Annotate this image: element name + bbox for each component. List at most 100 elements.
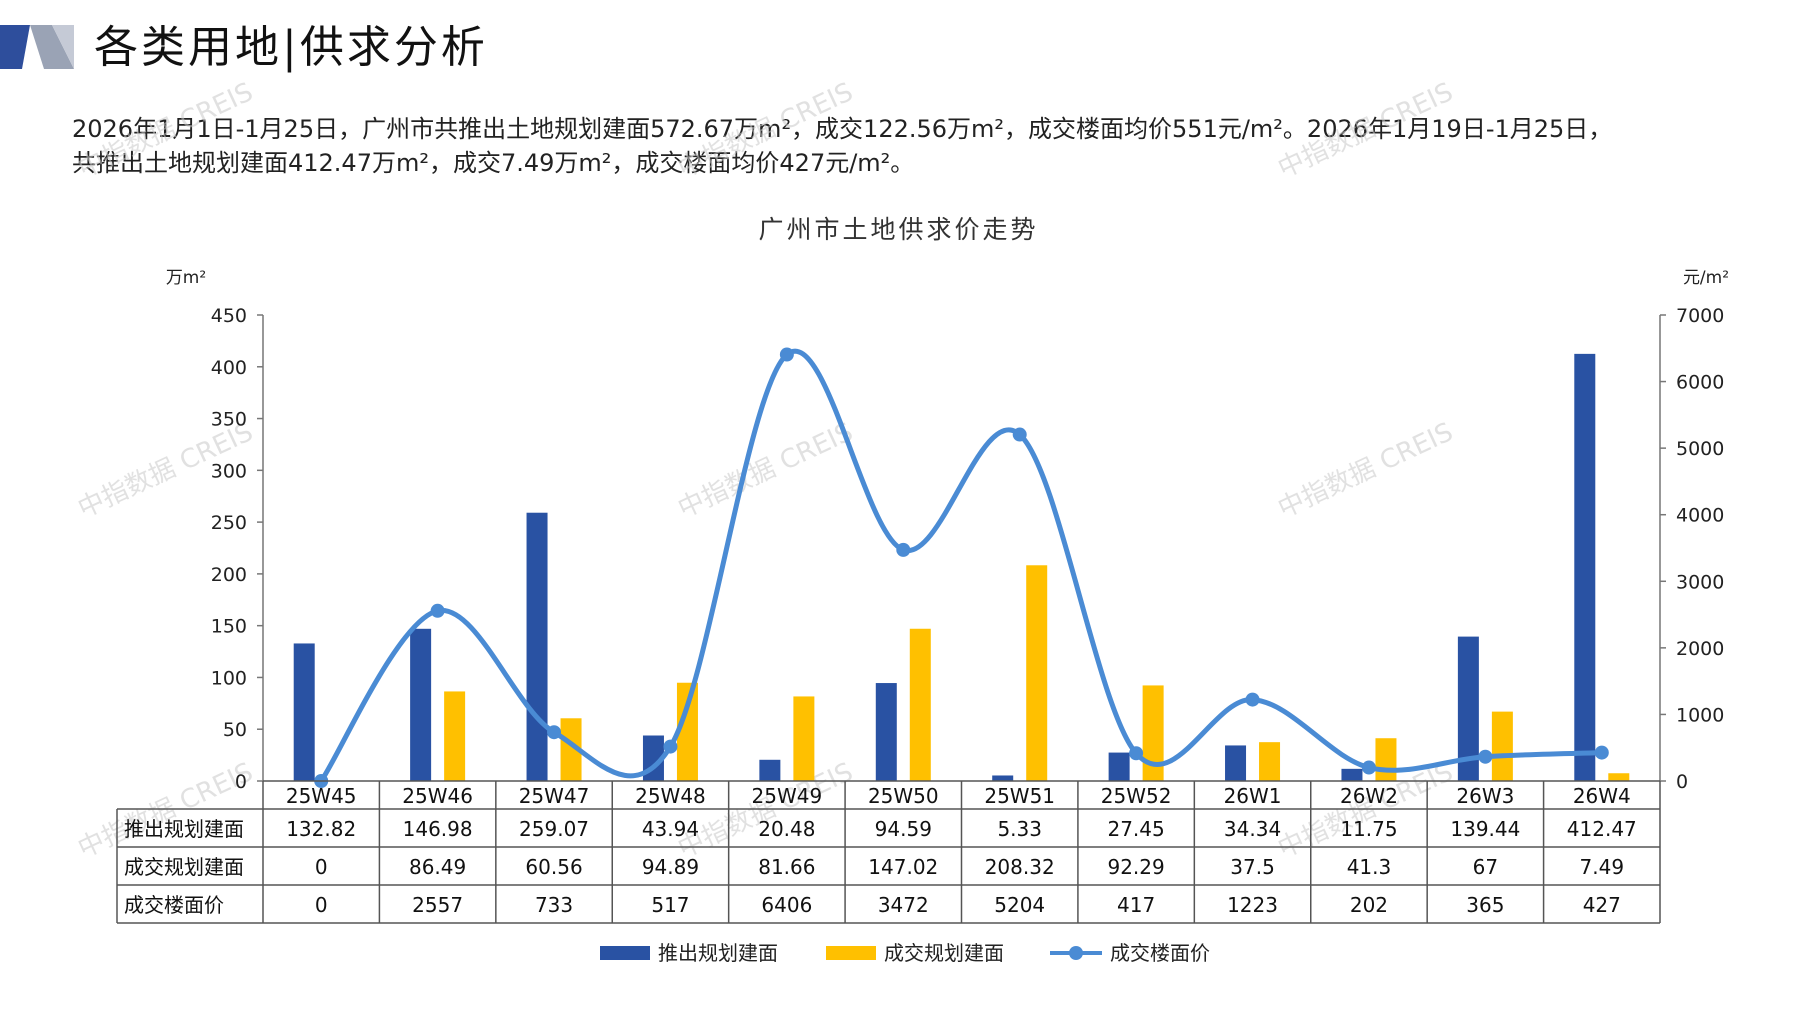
table-cell: 43.94 <box>642 817 699 841</box>
table-cell: 517 <box>651 893 689 917</box>
price-point <box>779 347 794 362</box>
x-category-label: 25W48 <box>635 784 706 808</box>
right-axis-unit: 元/m² <box>1683 268 1729 288</box>
price-point <box>1361 760 1376 775</box>
price-point <box>896 542 911 557</box>
price-point <box>430 603 445 618</box>
bar-supply <box>992 775 1014 781</box>
left-axis-tick-label: 0 <box>235 771 247 793</box>
bar-supply <box>1574 353 1596 781</box>
bar-supply <box>1457 636 1479 781</box>
right-axis-tick-label: 6000 <box>1676 372 1724 394</box>
table-cell: 11.75 <box>1340 817 1397 841</box>
table-cell: 2557 <box>412 893 463 917</box>
left-axis-tick-label: 400 <box>211 357 247 379</box>
table-cell: 81.66 <box>758 855 815 879</box>
bar-deal <box>676 682 698 781</box>
table-cell: 733 <box>535 893 573 917</box>
bar-deal <box>1026 565 1048 781</box>
table-cell: 34.34 <box>1224 817 1281 841</box>
table-cell: 5204 <box>994 893 1045 917</box>
bar-deal <box>1608 773 1630 781</box>
table-cell: 27.45 <box>1107 817 1164 841</box>
bar-supply <box>759 759 781 781</box>
table-cell: 37.5 <box>1230 855 1275 879</box>
price-point <box>1012 427 1027 442</box>
bar-supply <box>875 683 897 781</box>
table-cell: 94.59 <box>875 817 932 841</box>
table-cell: 132.82 <box>286 817 356 841</box>
x-category-label: 25W47 <box>519 784 590 808</box>
summary-text: 2026年1月1日-1月25日，广州市共推出土地规划建面572.67万m²，成交… <box>72 112 1762 180</box>
x-category-label: 25W46 <box>402 784 473 808</box>
table-cell: 7.49 <box>1580 855 1625 879</box>
bar-deal <box>1259 742 1281 781</box>
bar-supply <box>1225 745 1247 781</box>
price-point <box>1594 745 1609 760</box>
table-cell: 365 <box>1466 893 1504 917</box>
table-cell: 5.33 <box>997 817 1042 841</box>
table-row-header: 成交规划建面 <box>124 855 244 879</box>
page-title: 各类用地|供求分析 <box>94 22 488 73</box>
table-cell: 86.49 <box>409 855 466 879</box>
bar-deal <box>560 718 582 781</box>
price-point <box>1245 692 1260 707</box>
table-cell: 94.89 <box>642 855 699 879</box>
legend-supply-swatch <box>600 946 650 960</box>
x-category-label: 26W3 <box>1456 784 1514 808</box>
right-axis-tick-label: 0 <box>1676 771 1688 793</box>
table-cell: 6406 <box>761 893 812 917</box>
bar-deal <box>1375 738 1397 781</box>
table-cell: 427 <box>1583 893 1621 917</box>
table-cell: 67 <box>1473 855 1498 879</box>
price-point <box>1129 746 1144 761</box>
left-axis-unit: 万m² <box>166 268 206 288</box>
legend-deal-label: 成交规划建面 <box>884 941 1004 965</box>
x-category-label: 26W1 <box>1224 784 1282 808</box>
table-cell: 0 <box>315 893 328 917</box>
left-axis-tick-label: 200 <box>211 564 247 586</box>
x-category-label: 25W51 <box>984 784 1055 808</box>
price-line <box>319 348 1602 783</box>
legend-supply-label: 推出规划建面 <box>658 941 778 965</box>
price-point <box>1478 749 1493 764</box>
chart-title: 广州市土地供求价走势 <box>758 215 1039 244</box>
left-axis-tick-label: 350 <box>211 409 247 431</box>
table-cell: 60.56 <box>525 855 582 879</box>
table-cell: 0 <box>315 855 328 879</box>
left-axis-tick-label: 50 <box>223 719 247 741</box>
table-cell: 146.98 <box>403 817 473 841</box>
left-axis-tick-label: 250 <box>211 512 247 534</box>
right-axis-tick-label: 7000 <box>1676 305 1724 327</box>
bar-deal <box>1142 685 1164 781</box>
summary-line-2: 共推出土地规划建面412.47万m²，成交7.49万m²，成交楼面均价427元/… <box>72 149 915 177</box>
bar-supply <box>1341 768 1363 781</box>
x-category-label: 25W50 <box>868 784 939 808</box>
legend-price-label: 成交楼面价 <box>1110 941 1210 965</box>
bar-supply <box>526 512 548 781</box>
bar-deal <box>909 628 931 781</box>
legend-price-marker <box>1069 946 1083 960</box>
left-axis-tick-label: 150 <box>211 616 247 638</box>
table-cell: 147.02 <box>868 855 938 879</box>
left-axis-tick-label: 300 <box>211 460 247 482</box>
table-cell: 417 <box>1117 893 1155 917</box>
x-category-label: 26W4 <box>1573 784 1631 808</box>
right-axis-tick-label: 2000 <box>1676 638 1724 660</box>
table-row-header: 推出规划建面 <box>124 817 244 841</box>
x-category-label: 25W52 <box>1101 784 1172 808</box>
bar-supply <box>1108 752 1130 781</box>
right-axis-tick-label: 4000 <box>1676 505 1724 527</box>
table-cell: 20.48 <box>758 817 815 841</box>
right-axis-tick-label: 1000 <box>1676 704 1724 726</box>
table-cell: 202 <box>1350 893 1388 917</box>
header-logo-mark <box>0 25 74 69</box>
right-axis-tick-label: 3000 <box>1676 571 1724 593</box>
table-cell: 208.32 <box>985 855 1055 879</box>
bar-supply <box>293 643 315 781</box>
legend-deal-swatch <box>826 946 876 960</box>
table-cell: 139.44 <box>1450 817 1520 841</box>
table-cell: 1223 <box>1227 893 1278 917</box>
bar-supply <box>410 628 432 781</box>
